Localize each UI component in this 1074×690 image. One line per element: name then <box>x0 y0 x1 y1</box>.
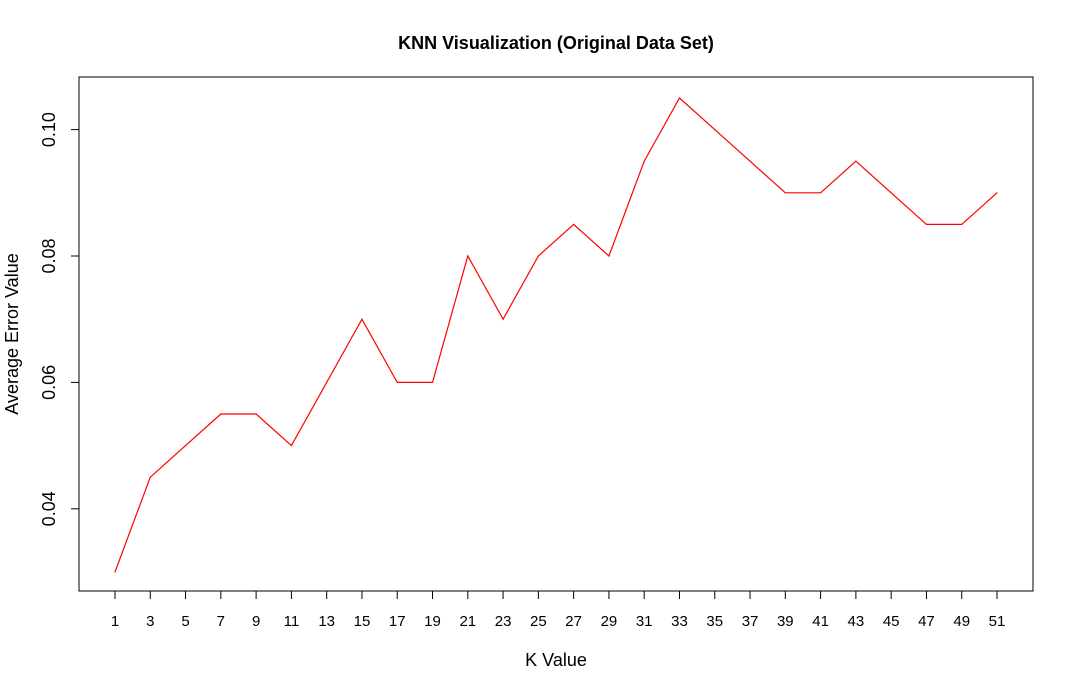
x-tick-label: 25 <box>530 613 547 630</box>
data-point <box>396 381 398 383</box>
data-point <box>925 223 928 225</box>
data-point <box>361 318 363 320</box>
x-tick-label: 5 <box>181 613 189 630</box>
y-tick-label: 0.10 <box>39 112 59 147</box>
x-tick-label: 9 <box>252 613 260 630</box>
y-tick-label: 0.06 <box>39 365 59 400</box>
data-point <box>220 413 222 415</box>
x-tick-label: 27 <box>565 613 582 630</box>
x-axis: 1 3 5 7 9 11 13 15 17 19 21 23 25 27 29 31 33 35 37 39 41 43 4… <box>111 590 1006 630</box>
x-tick-label: 19 <box>424 613 441 630</box>
data-point <box>149 476 151 478</box>
y-tick-label: 0.08 <box>39 238 59 273</box>
x-tick-label: 35 <box>706 613 723 630</box>
data-point <box>996 192 998 194</box>
x-tick-label: 1 <box>111 613 119 630</box>
data-point <box>573 223 575 225</box>
x-tick-label: 45 <box>883 613 900 630</box>
y-axis-label: Average Error Value <box>2 253 22 414</box>
data-point <box>890 192 892 194</box>
x-tick-label: 3 <box>146 613 154 630</box>
data-point <box>714 129 716 131</box>
plot-frame <box>78 76 1034 592</box>
data-point <box>255 413 257 415</box>
x-tick-label: 13 <box>318 613 335 630</box>
data-point <box>608 255 610 257</box>
x-tick-label: 33 <box>671 613 688 630</box>
x-tick-label: 23 <box>495 613 512 630</box>
data-point <box>643 160 645 162</box>
y-axis: 0.04 0.06 0.08 0.10 <box>39 112 80 526</box>
x-tick-label: 21 <box>459 613 476 630</box>
data-point <box>961 223 963 225</box>
x-tick-label: 49 <box>953 613 970 630</box>
data-point <box>114 571 116 573</box>
data-point <box>184 445 187 447</box>
data-point <box>326 381 328 383</box>
x-tick-label: 51 <box>989 613 1006 630</box>
series-layer <box>114 97 998 573</box>
data-point <box>502 318 504 320</box>
x-tick-label: 11 <box>284 613 300 630</box>
x-tick-label: 47 <box>918 613 935 630</box>
data-point <box>784 192 786 194</box>
x-tick-label: 17 <box>389 613 406 630</box>
data-point <box>537 255 539 257</box>
data-point <box>855 160 857 162</box>
data-point <box>290 445 292 447</box>
data-point <box>431 381 434 383</box>
x-tick-label: 31 <box>636 613 653 630</box>
x-tick-label: 7 <box>217 613 225 630</box>
series-line <box>114 97 998 573</box>
chart-title: KNN Visualization (Original Data Set) <box>398 33 714 53</box>
x-tick-label: 39 <box>777 613 794 630</box>
x-tick-label: 37 <box>742 613 759 630</box>
x-tick-label: 29 <box>601 613 618 630</box>
x-tick-label: 41 <box>812 613 829 630</box>
x-tick-label: 15 <box>354 613 371 630</box>
data-point <box>467 255 469 257</box>
x-axis-label: K Value <box>525 650 587 670</box>
data-point <box>749 160 751 162</box>
data-point <box>820 192 822 194</box>
x-tick-label: 43 <box>848 613 865 630</box>
data-point <box>678 97 681 99</box>
y-tick-label: 0.04 <box>39 491 59 526</box>
